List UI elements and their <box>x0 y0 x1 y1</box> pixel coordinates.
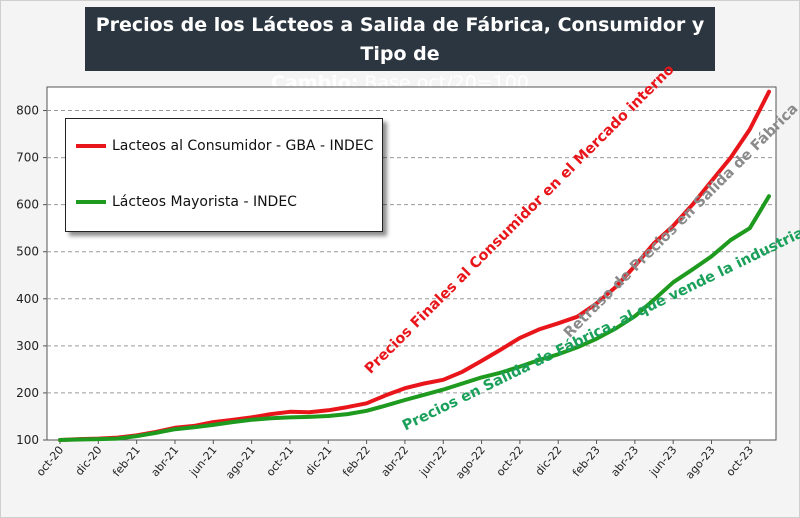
x-tick-label: oct-21 <box>264 444 296 479</box>
x-tick-label: dic-20 <box>73 444 105 478</box>
legend: Lacteos al Consumidor - GBA - INDEC Láct… <box>65 118 383 232</box>
legend-label-consumidor: Lacteos al Consumidor - GBA - INDEC <box>112 138 374 154</box>
y-tick-label: 600 <box>16 198 39 212</box>
y-tick-label: 500 <box>16 245 39 259</box>
x-tick-label: dic-21 <box>303 444 335 478</box>
legend-swatch-consumidor <box>76 144 106 148</box>
title-line-1: Precios de los Lácteos a Salida de Fábri… <box>95 14 705 65</box>
x-tick-label: abr-21 <box>148 444 181 480</box>
series-line-mayorista <box>58 194 771 442</box>
x-tick-label: ago-22 <box>453 444 488 482</box>
x-tick-label: ago-21 <box>223 444 258 482</box>
y-tick-label: 400 <box>16 292 39 306</box>
x-tick-label: abr-22 <box>378 444 411 480</box>
x-tick-label: jun-23 <box>646 444 679 480</box>
x-tick-label: feb-22 <box>340 444 373 480</box>
y-tick-label: 700 <box>16 151 39 165</box>
x-tick-label: feb-23 <box>570 444 603 480</box>
y-tick-label: 200 <box>16 386 39 400</box>
x-tick-label: feb-21 <box>110 444 143 480</box>
x-tick-label: oct-20 <box>34 444 66 479</box>
x-tick-label: oct-23 <box>724 444 756 479</box>
legend-swatch-mayorista <box>76 200 106 204</box>
y-tick-label: 800 <box>16 104 39 118</box>
x-tick-label: abr-23 <box>608 444 641 480</box>
y-tick-label: 100 <box>16 433 39 447</box>
x-tick-label: ago-23 <box>683 444 718 482</box>
y-tick-label: 300 <box>16 339 39 353</box>
x-tick-label: oct-22 <box>494 444 526 479</box>
x-tick-label: dic-22 <box>533 444 565 478</box>
legend-item-consumidor: Lacteos al Consumidor - GBA - INDEC <box>76 136 373 156</box>
legend-item-mayorista: Lácteos Mayorista - INDEC <box>76 192 297 212</box>
x-tick-label: jun-21 <box>187 444 220 480</box>
x-tick-label: jun-22 <box>416 444 449 480</box>
legend-label-mayorista: Lácteos Mayorista - INDEC <box>112 194 297 210</box>
